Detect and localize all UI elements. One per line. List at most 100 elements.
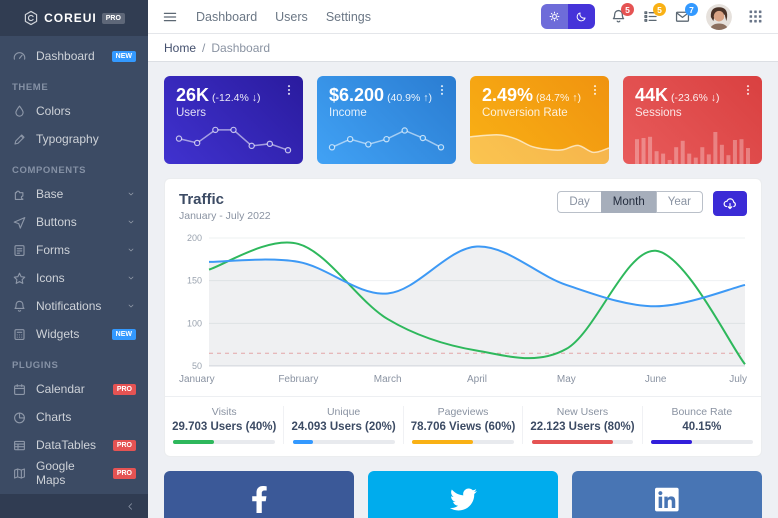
breadcrumb-home[interactable]: Home [164, 40, 197, 55]
stat-label: Sessions [635, 106, 682, 119]
avatar-image [706, 3, 732, 30]
page-content: 26K (-12.4% ↓) Users $6.200 (40.9% ↑) Inco… [148, 62, 778, 518]
ellipsis-vertical-icon[interactable] [588, 83, 602, 97]
stat-label: Users [176, 106, 207, 119]
header-actions: 5 5 7 [541, 3, 764, 30]
stat-value: 26K (-12.4% ↓) [176, 85, 261, 105]
tasks-count-badge: 5 [653, 3, 666, 16]
range-month-button[interactable]: Month [600, 191, 657, 213]
sidebar-section-theme: THEME [12, 82, 49, 93]
stat-value: 44K (-23.6% ↓) [635, 85, 720, 105]
sidebar-item-base[interactable]: Base [0, 180, 148, 208]
apps-grid-icon [749, 10, 762, 23]
top-header: Dashboard Users Settings 5 [148, 0, 778, 34]
ellipsis-vertical-icon[interactable] [741, 83, 755, 97]
traffic-stat-visits: Visits 29.703 Users (40%) [165, 406, 283, 444]
star-icon [12, 271, 27, 286]
sidebar-item-buttons[interactable]: Buttons [0, 208, 148, 236]
linkedin-card[interactable] [572, 471, 762, 518]
chevron-down-icon [126, 189, 136, 199]
progress-bar [292, 440, 395, 444]
nav-link-dashboard[interactable]: Dashboard [196, 9, 258, 24]
sidebar-item-label: Widgets [36, 327, 80, 341]
sidebar-item-label: DataTables [36, 438, 97, 452]
breadcrumb-current: Dashboard [211, 40, 271, 55]
traffic-stat-new-users: New Users 22.123 Users (80%) [522, 406, 641, 444]
brand[interactable]: COREUI PRO [0, 0, 148, 36]
light-mode-button[interactable] [541, 4, 568, 29]
progress-bar [173, 440, 276, 444]
theme-toggle [541, 4, 595, 29]
traffic-stat-pageviews: Pageviews 78.706 Views (60%) [402, 406, 522, 444]
chevron-left-icon [128, 502, 133, 510]
progress-bar [531, 440, 634, 444]
table-icon [12, 438, 27, 453]
svg-text:March: March [374, 374, 402, 385]
sidebar-item-notifications[interactable]: Notifications [0, 292, 148, 320]
apps-grid-button[interactable] [747, 8, 764, 25]
nav-link-settings[interactable]: Settings [325, 9, 371, 24]
stat-delta: (-12.4% ↓) [212, 92, 261, 104]
stat-delta: (-23.6% ↓) [671, 92, 720, 104]
sidebar-item-forms[interactable]: Forms [0, 236, 148, 264]
facebook-card[interactable] [164, 471, 354, 518]
sidebar-section-components: COMPONENTS [12, 165, 87, 176]
ellipsis-vertical-icon[interactable] [435, 83, 449, 97]
user-avatar[interactable] [706, 3, 732, 30]
hamburger-menu-icon[interactable] [162, 9, 178, 25]
sidebar-item-google-maps[interactable]: Google Maps PRO [0, 459, 148, 487]
sidebar-item-calendar[interactable]: Calendar PRO [0, 375, 148, 403]
linkedin-icon [655, 487, 679, 512]
sidebar-collapse-toggle[interactable] [0, 494, 148, 518]
sidebar-item-dashboard[interactable]: Dashboard NEW [0, 42, 148, 70]
drop-icon [12, 104, 27, 119]
stat-delta: (84.7% ↑) [536, 92, 581, 104]
range-day-button[interactable]: Day [557, 191, 602, 213]
stat-label: Income [329, 106, 367, 119]
notifications-bell-button[interactable]: 5 [610, 3, 634, 25]
sidebar-item-widgets[interactable]: Widgets NEW [0, 320, 148, 348]
dark-mode-button[interactable] [568, 4, 595, 29]
sidebar-item-label: Charts [36, 410, 72, 424]
svg-text:February: February [278, 374, 318, 385]
stat-card-users: 26K (-12.4% ↓) Users [164, 76, 303, 164]
traffic-stat-unique: Unique 24.093 Users (20%) [283, 406, 402, 444]
sidebar-item-charts[interactable]: Charts [0, 403, 148, 431]
envelope-icon [675, 11, 690, 22]
twitter-icon [449, 488, 477, 511]
messages-button[interactable]: 7 [674, 3, 698, 25]
breadcrumb-separator: / [202, 40, 206, 55]
chevron-down-icon [126, 245, 136, 255]
sidebar-item-datatables[interactable]: DataTables PRO [0, 431, 148, 459]
bell-icon [12, 299, 27, 314]
twitter-card[interactable] [368, 471, 558, 518]
facebook-icon [251, 486, 267, 513]
traffic-title: Traffic [179, 191, 225, 208]
tasks-list-button[interactable]: 5 [642, 3, 666, 25]
social-cards-row [164, 471, 762, 518]
calendar-icon [12, 382, 27, 397]
sidebar-nav: Dashboard NEW THEME Colors Typography CO… [0, 36, 148, 494]
pro-badge: PRO [112, 439, 136, 451]
new-badge: NEW [111, 328, 136, 340]
main-area: Dashboard Users Settings 5 [148, 0, 778, 518]
svg-text:July: July [729, 374, 747, 385]
calculator-icon [12, 327, 27, 342]
download-chart-button[interactable] [713, 191, 747, 216]
stat-delta: (40.9% ↑) [387, 92, 432, 104]
sidebar-item-label: Typography [36, 132, 99, 146]
moon-icon [576, 12, 586, 22]
mail-count-badge: 7 [685, 3, 698, 16]
ellipsis-vertical-icon[interactable] [282, 83, 296, 97]
speedometer-icon [12, 49, 27, 64]
sidebar-item-typography[interactable]: Typography [0, 125, 148, 153]
sidebar-item-colors[interactable]: Colors [0, 97, 148, 125]
range-year-button[interactable]: Year [655, 191, 703, 213]
nav-link-users[interactable]: Users [275, 9, 308, 24]
sidebar-item-icons[interactable]: Icons [0, 264, 148, 292]
sidebar-item-label: Dashboard [36, 49, 95, 63]
income-sparkline-chart [328, 127, 445, 151]
sidebar-item-label: Buttons [36, 215, 77, 229]
sidebar-item-label: Notifications [36, 299, 102, 313]
